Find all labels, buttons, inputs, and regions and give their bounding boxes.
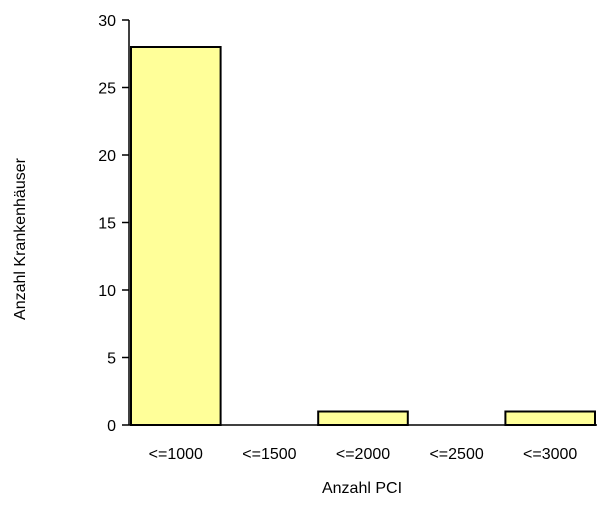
- x-tick-labels-group: <=1000 <=1500 <=2000 <=2500 <=3000: [149, 446, 578, 463]
- x-tick-label: <=2000: [336, 446, 390, 463]
- y-tick-label: 10: [98, 283, 116, 300]
- y-axis-title: Anzahl Krankenhäuser: [12, 157, 29, 320]
- x-axis-title: Anzahl PCI: [322, 480, 402, 497]
- y-tick-label: 30: [98, 13, 116, 30]
- y-tick-label: 15: [98, 216, 116, 233]
- x-tick-label: <=2500: [429, 446, 483, 463]
- bar-0: [130, 46, 222, 426]
- bars-group: [130, 46, 596, 426]
- bar-2: [317, 410, 409, 426]
- x-tick-label: <=3000: [523, 446, 577, 463]
- y-tick-label: 25: [98, 81, 116, 98]
- x-tick-label: <=1500: [242, 446, 296, 463]
- y-tick-label: 20: [98, 148, 116, 165]
- x-tick-label: <=1000: [149, 446, 203, 463]
- y-tick-label: 0: [107, 418, 116, 435]
- y-tick-label: 5: [107, 351, 116, 368]
- y-ticks-group: 0 5 10 15 20 25 30: [98, 13, 129, 435]
- bar-4: [504, 410, 596, 426]
